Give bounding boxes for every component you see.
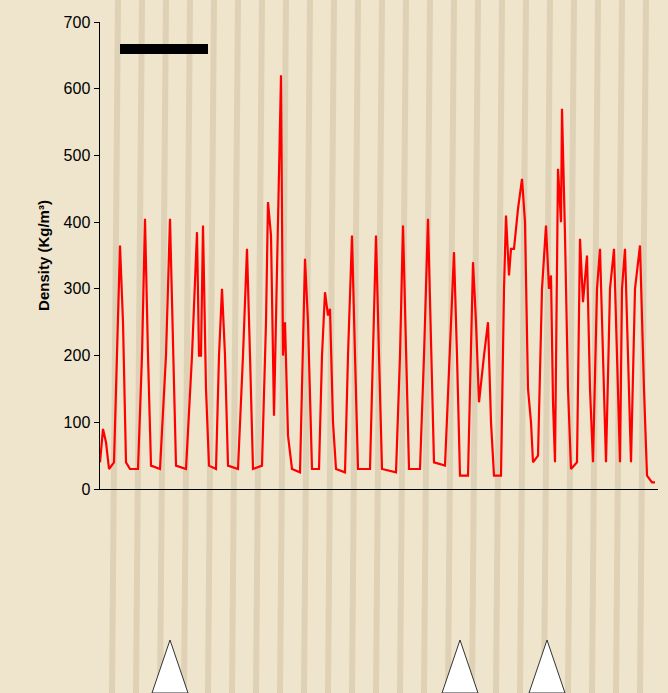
svg-text:300: 300 [64, 280, 91, 297]
svg-text:400: 400 [64, 214, 91, 231]
svg-text:700: 700 [64, 14, 91, 31]
svg-text:Density (Kg/m³): Density (Kg/m³) [35, 200, 52, 311]
svg-text:100: 100 [64, 414, 91, 431]
svg-text:0: 0 [81, 481, 90, 498]
svg-text:500: 500 [64, 147, 91, 164]
svg-text:200: 200 [64, 347, 91, 364]
svg-text:600: 600 [64, 80, 91, 97]
